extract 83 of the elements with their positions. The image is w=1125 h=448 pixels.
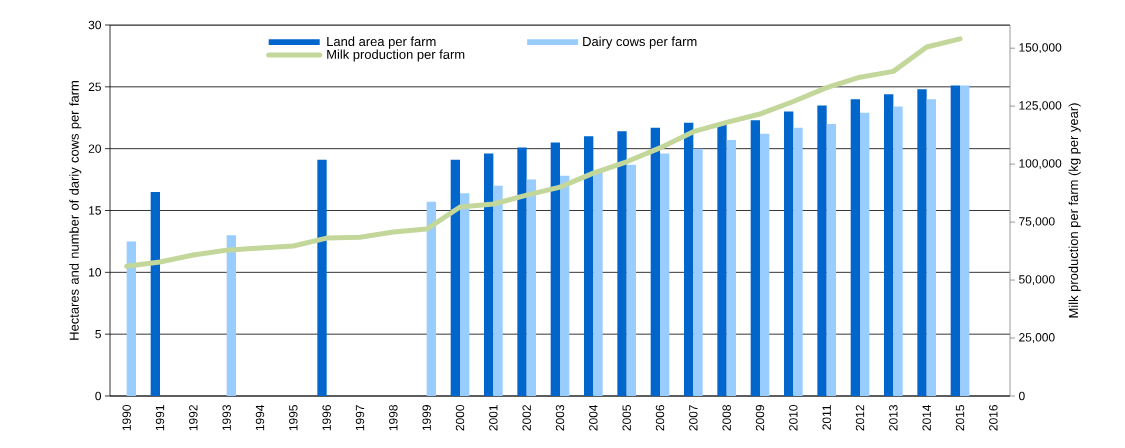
x-tick-label: 2009: [755, 405, 765, 431]
bar: [793, 127, 803, 396]
bar: [426, 201, 436, 396]
x-tick-label: 2006: [655, 405, 665, 431]
bar: [684, 122, 694, 396]
bar: [926, 99, 937, 396]
bar: [726, 140, 737, 396]
x-tick-label: 2013: [889, 405, 898, 431]
bar: [617, 131, 627, 396]
x-tick-label: 2008: [722, 405, 731, 431]
bar: [450, 159, 460, 396]
y-tick-label: 15: [89, 206, 101, 215]
bar: [126, 241, 136, 396]
bar: [860, 112, 870, 396]
x-tick-label: 2015: [955, 405, 965, 431]
x-tick-label: 2007: [689, 405, 698, 431]
x-tick-label: 2016: [989, 405, 998, 431]
x-tick-label: 2012: [855, 405, 865, 431]
x-tick-label: 1997: [355, 405, 365, 431]
bar: [917, 89, 927, 396]
bar: [717, 123, 727, 396]
y2-tick-label: 25,000: [1019, 333, 1055, 343]
bar: [760, 133, 770, 396]
y2-tick-label: 0: [1019, 391, 1025, 401]
y2-tick-label: 75,000: [1019, 217, 1055, 228]
bar: [317, 159, 327, 396]
bar: [960, 85, 970, 396]
x-tick-label: 1993: [222, 405, 231, 431]
x-tick-label: 1994: [255, 404, 265, 431]
bar: [517, 147, 527, 396]
x-tick-label: 2004: [589, 404, 598, 431]
bar: [660, 153, 670, 396]
bar: [593, 170, 603, 396]
x-tick-label: 1995: [289, 405, 298, 431]
x-tick-label: 2014: [922, 404, 931, 431]
y2-tick-label: 125,000: [1019, 101, 1062, 112]
bar: [826, 123, 837, 396]
bar: [784, 111, 794, 396]
y-tick-label: 25: [88, 82, 101, 92]
legend-label: Milk production per farm: [327, 49, 465, 62]
bar: [950, 85, 961, 396]
bar: [493, 185, 503, 396]
bar: [884, 94, 894, 396]
y-tick-label: 5: [95, 330, 101, 339]
x-tick-label: 1992: [189, 405, 198, 431]
legend-label: Land area per farm: [327, 36, 436, 49]
bar: [693, 148, 703, 396]
legend-label: Dairy cows per farm: [583, 36, 697, 49]
bar: [850, 99, 861, 396]
y-tick-label: 10: [89, 268, 102, 277]
x-tick-label: 2011: [822, 405, 831, 430]
bar: [560, 175, 570, 396]
bar: [226, 235, 236, 396]
x-tick-label: 2003: [555, 405, 565, 431]
x-tick-label: 2005: [622, 405, 631, 431]
x-tick-label: 1990: [122, 404, 131, 431]
y-tick-label: 30: [88, 20, 102, 30]
x-tick-label: 2010: [789, 404, 798, 431]
x-tick-label: 1996: [322, 405, 331, 431]
x-tick-label: 1999: [422, 405, 431, 431]
x-tick-label: 2001: [489, 405, 498, 431]
x-tick-label: 1991: [155, 405, 165, 431]
y-tick-label: 20: [88, 144, 102, 153]
bar: [584, 136, 594, 396]
x-tick-label: 2000: [455, 404, 465, 431]
bar: [150, 191, 160, 396]
y-tick-label: 0: [95, 391, 102, 401]
y2-tick-label: 100,000: [1019, 159, 1062, 170]
y2-axis-title: Milk production per farm (kg per year): [1068, 103, 1081, 318]
bar: [484, 153, 494, 396]
x-tick-label: 2002: [522, 405, 531, 431]
bar: [550, 142, 560, 396]
x-tick-label: 1998: [389, 405, 398, 431]
bar: [460, 193, 470, 396]
bar: [526, 179, 536, 396]
bar: [817, 105, 827, 396]
y2-tick-label: 150,000: [1019, 43, 1062, 54]
y2-tick-label: 50,000: [1019, 275, 1055, 285]
bar: [626, 164, 637, 396]
bar: [650, 127, 661, 396]
bar: [893, 106, 903, 396]
y-axis-title: Hectares and number of dariy cows per farm: [69, 81, 82, 340]
bar: [750, 120, 761, 396]
